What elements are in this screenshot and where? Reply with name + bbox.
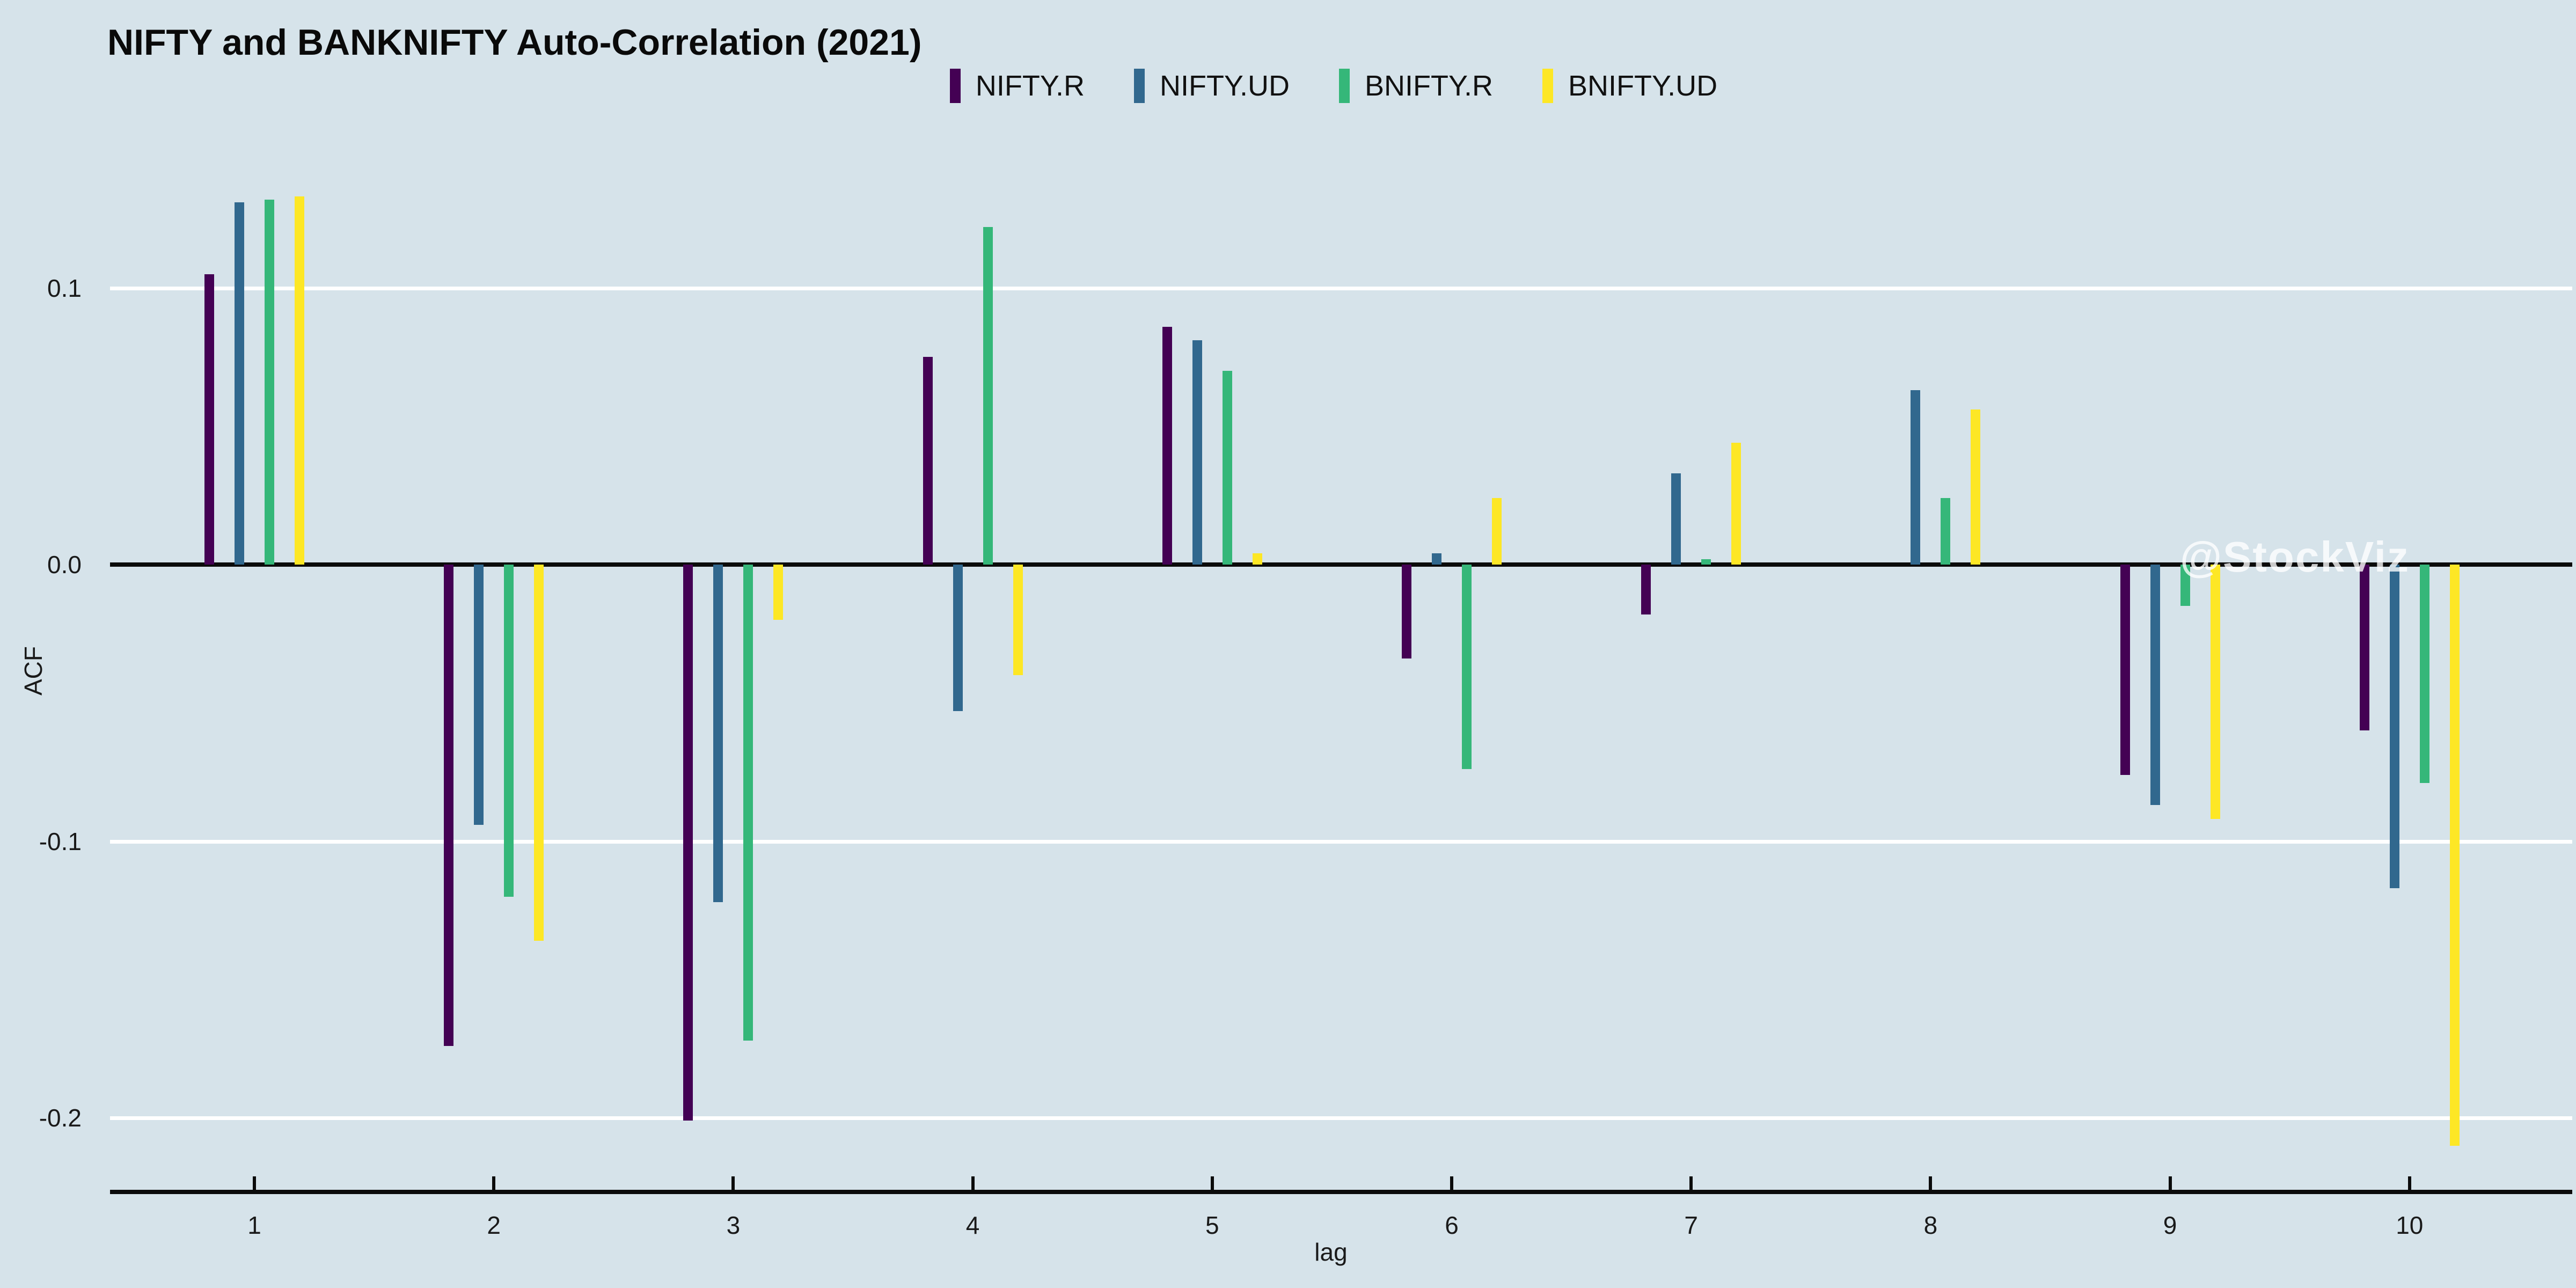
bar-BNIFTY.UD-lag-8	[1971, 409, 1981, 565]
bar-NIFTY.R-lag-5	[1162, 326, 1172, 565]
gridline	[110, 1116, 2572, 1120]
bar-NIFTY.UD-lag-10	[2389, 565, 2399, 889]
bar-NIFTY.R-lag-1	[204, 274, 214, 565]
y-axis-label: ACF	[19, 646, 47, 696]
bar-NIFTY.UD-lag-8	[1911, 390, 1921, 565]
bar-NIFTY.R-lag-3	[683, 565, 693, 1121]
bar-NIFTY.R-lag-4	[923, 357, 933, 565]
x-tick-label: 8	[1923, 1211, 1938, 1239]
x-tick-label: 3	[726, 1211, 741, 1239]
x-tick-label: 5	[1205, 1211, 1219, 1239]
bar-NIFTY.R-lag-7	[1641, 565, 1651, 614]
bar-NIFTY.UD-lag-9	[2150, 565, 2160, 806]
bar-NIFTY.UD-lag-5	[1192, 340, 1202, 565]
zero-line	[110, 562, 2572, 567]
bar-BNIFTY.UD-lag-3	[773, 565, 784, 620]
bar-NIFTY.UD-lag-7	[1671, 473, 1681, 565]
x-tick-label: 6	[1445, 1211, 1459, 1239]
gridline	[110, 286, 2572, 290]
bar-BNIFTY.R-lag-4	[983, 227, 993, 565]
x-tick-label: 9	[2163, 1211, 2177, 1239]
bar-BNIFTY.UD-lag-6	[1492, 498, 1502, 565]
legend-item-BNIFTY.UD: BNIFTY.UD	[1542, 69, 1717, 103]
bar-BNIFTY.R-lag-10	[2419, 565, 2429, 784]
x-tick-label: 7	[1684, 1211, 1698, 1239]
x-axis-tick	[492, 1176, 496, 1191]
bar-NIFTY.UD-lag-2	[474, 565, 484, 825]
y-tick-label: 0.1	[47, 274, 82, 302]
bar-BNIFTY.UD-lag-2	[534, 565, 544, 941]
legend-label: NIFTY.R	[975, 70, 1085, 102]
chart-title: NIFTY and BANKNIFTY Auto-Correlation (20…	[107, 22, 922, 63]
bar-NIFTY.UD-lag-1	[235, 202, 244, 565]
x-tick-label: 1	[247, 1211, 261, 1239]
legend-item-NIFTY.UD: NIFTY.UD	[1133, 69, 1290, 103]
legend-label: BNIFTY.UD	[1568, 70, 1718, 102]
bar-BNIFTY.UD-lag-4	[1013, 565, 1023, 676]
legend-swatch-NIFTY.UD	[1133, 69, 1145, 103]
x-axis-tick	[1450, 1176, 1453, 1191]
x-axis-tick	[2407, 1176, 2411, 1191]
legend-swatch-NIFTY.R	[949, 69, 961, 103]
x-tick-label: 10	[2396, 1211, 2424, 1239]
bar-NIFTY.R-lag-10	[2359, 565, 2369, 731]
bar-NIFTY.R-lag-9	[2120, 565, 2130, 775]
x-axis-label: lag	[1314, 1238, 1348, 1266]
legend-swatch-BNIFTY.R	[1338, 69, 1350, 103]
y-tick-label: -0.2	[39, 1104, 82, 1132]
x-axis-tick	[1689, 1176, 1693, 1191]
bar-BNIFTY.R-lag-3	[743, 565, 753, 1041]
bar-BNIFTY.UD-lag-1	[295, 196, 304, 565]
x-axis-tick	[2168, 1176, 2172, 1191]
bar-BNIFTY.UD-lag-5	[1252, 553, 1262, 565]
x-axis-tick	[1210, 1176, 1214, 1191]
bar-BNIFTY.UD-lag-10	[2449, 565, 2460, 1146]
bar-BNIFTY.R-lag-2	[504, 565, 514, 897]
legend-swatch-BNIFTY.UD	[1542, 69, 1554, 103]
legend-label: BNIFTY.R	[1364, 70, 1494, 102]
bar-BNIFTY.UD-lag-7	[1731, 443, 1741, 565]
bar-NIFTY.UD-lag-4	[953, 565, 963, 712]
bar-BNIFTY.R-lag-1	[265, 199, 274, 565]
bar-NIFTY.R-lag-6	[1402, 565, 1411, 659]
bar-BNIFTY.R-lag-6	[1462, 565, 1472, 770]
legend-label: NIFTY.UD	[1159, 70, 1290, 102]
bar-NIFTY.UD-lag-3	[713, 565, 723, 902]
y-tick-label: 0.0	[47, 551, 82, 579]
bar-BNIFTY.R-lag-8	[1941, 498, 1951, 565]
x-axis-tick	[971, 1176, 975, 1191]
bar-NIFTY.R-lag-2	[444, 565, 454, 1046]
watermark: @StockViz	[2180, 533, 2410, 581]
legend: NIFTY.R NIFTY.UD BNIFTY.R BNIFTY.UD	[0, 69, 2576, 103]
x-axis-tick	[1929, 1176, 1933, 1191]
x-axis-tick	[731, 1176, 735, 1191]
x-axis-tick	[253, 1176, 256, 1191]
x-tick-label: 4	[965, 1211, 980, 1239]
bar-BNIFTY.R-lag-5	[1222, 371, 1232, 565]
x-tick-label: 2	[487, 1211, 501, 1239]
legend-item-NIFTY.R: NIFTY.R	[949, 69, 1085, 103]
bar-BNIFTY.UD-lag-9	[2210, 565, 2220, 819]
x-axis-line	[110, 1190, 2572, 1194]
gridline	[110, 839, 2572, 844]
bar-BNIFTY.R-lag-9	[2180, 565, 2190, 606]
bar-NIFTY.UD-lag-6	[1432, 553, 1441, 565]
bar-BNIFTY.R-lag-7	[1701, 559, 1711, 565]
legend-item-BNIFTY.R: BNIFTY.R	[1338, 69, 1494, 103]
y-tick-label: -0.1	[39, 827, 82, 855]
